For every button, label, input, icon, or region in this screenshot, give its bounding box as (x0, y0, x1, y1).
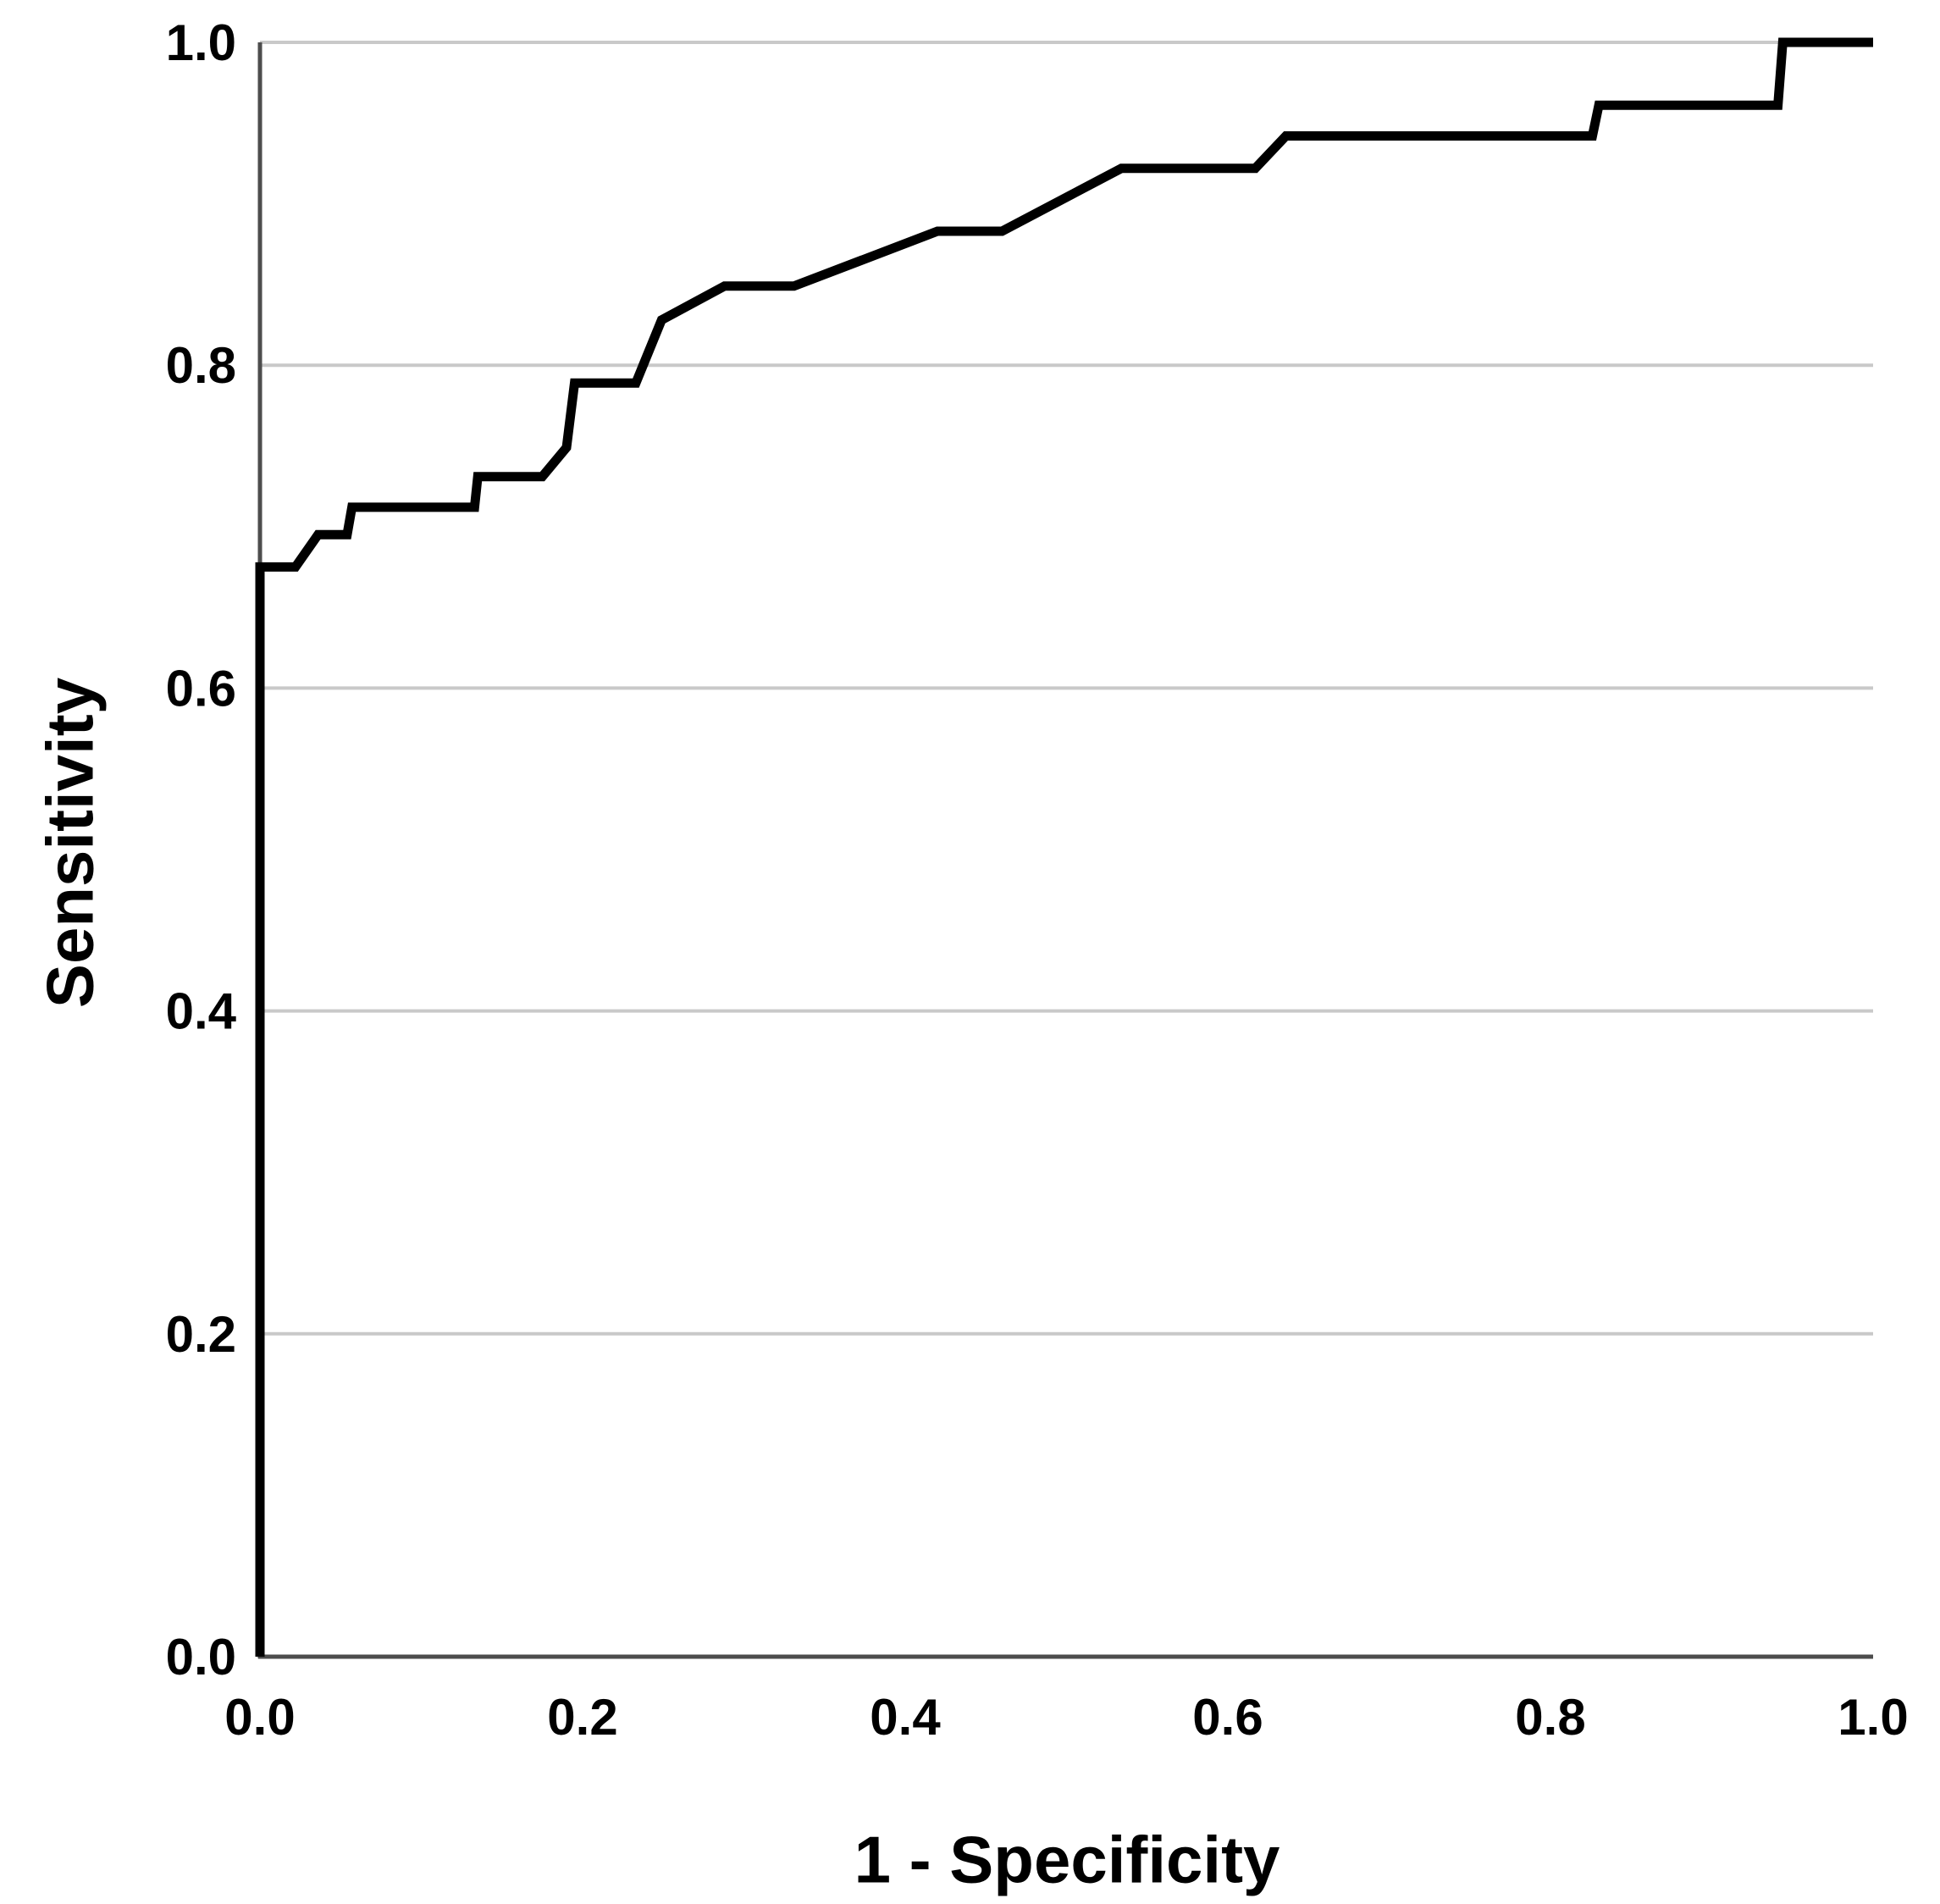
y-tick-label: 1.0 (166, 14, 236, 71)
y-tick-label: 0.4 (166, 983, 237, 1040)
x-tick-label: 0.4 (870, 1689, 941, 1746)
y-tick-label: 0.2 (166, 1306, 236, 1363)
y-tick-label: 0.8 (166, 337, 236, 394)
x-axis-title: 1 - Specificity (854, 1822, 1280, 1897)
x-tick-label: 0.2 (547, 1689, 617, 1746)
x-tick-label: 0.6 (1192, 1689, 1263, 1746)
y-tick-label: 0.6 (166, 660, 236, 717)
x-tick-label: 0.8 (1515, 1689, 1585, 1746)
x-tick-label: 0.0 (224, 1689, 295, 1746)
roc-curve (255, 37, 1873, 1657)
y-axis-title: Sensitivity (32, 677, 108, 1009)
y-tick-label: 0.0 (166, 1629, 236, 1685)
x-tick-label: 1.0 (1838, 1689, 1908, 1746)
